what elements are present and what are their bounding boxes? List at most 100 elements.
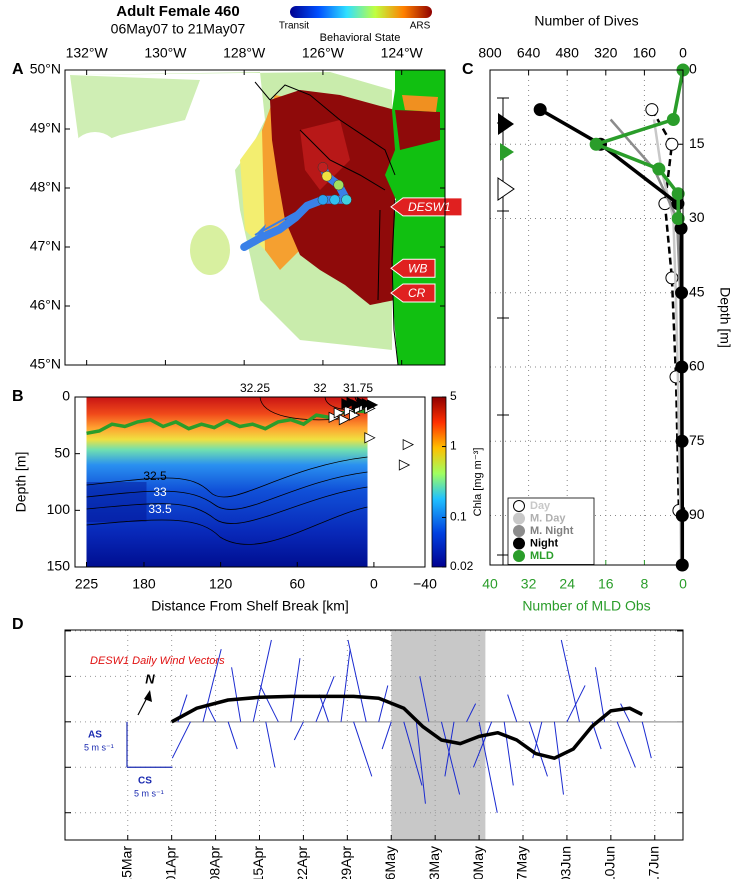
x-tick-label: 640 <box>517 45 541 61</box>
legend-label: Night <box>530 537 558 549</box>
x-tick-label: 120 <box>209 576 233 592</box>
bottom-axis-label: Number of MLD Obs <box>522 598 650 614</box>
contour-label: 32 <box>313 381 327 395</box>
wind-stick <box>202 648 222 722</box>
legend-label: M. Night <box>530 525 574 537</box>
x-tick-label: 29Apr <box>338 846 354 879</box>
series-point <box>675 286 689 300</box>
wind-stick <box>528 721 548 777</box>
map-frame <box>64 69 446 366</box>
y-tick-label: 90 <box>689 506 705 522</box>
panel-letter: A <box>12 61 24 78</box>
x-tick-label: 03Jun <box>558 846 574 879</box>
x-tick-label: −40 <box>413 576 437 592</box>
colorbar-tick-label: 0.1 <box>450 510 467 524</box>
y-axis-label: Depth [m] <box>13 452 29 513</box>
shade-period <box>391 630 486 840</box>
contour-label: 33.5 <box>148 502 172 516</box>
x-tick-label: 01Apr <box>162 846 178 879</box>
figure-subtitle: 06May07 to 21May07 <box>111 21 246 37</box>
wind-stick <box>419 676 430 722</box>
colorbar-tick-label: 5 <box>450 389 457 403</box>
wind-stick <box>444 721 455 777</box>
colorbar-high: ARS <box>410 21 431 32</box>
legend-marker <box>513 537 525 550</box>
salinity-contour <box>86 396 368 545</box>
wind-stick <box>353 721 373 777</box>
x-tick-label: 126°W <box>302 45 345 61</box>
y-tick-label: 75 <box>689 432 705 448</box>
wind-stick <box>560 639 580 722</box>
wind-stick <box>440 721 461 795</box>
y-tick-label: 15 <box>689 135 705 151</box>
x-tick-label: 0 <box>679 45 687 61</box>
colorbar-label: Behavioral State <box>320 32 401 44</box>
legend-label: Day <box>530 500 551 512</box>
y-tick-label: 0 <box>62 388 70 404</box>
map-imagery <box>65 70 445 366</box>
series-point <box>675 360 689 374</box>
x-tick-label: 0 <box>370 576 378 592</box>
colorbar-title: Chla [mg m⁻³] <box>472 448 484 517</box>
x-tick-label: 15Apr <box>250 846 266 879</box>
section-frame <box>74 396 426 568</box>
colorbar-low: Transit <box>279 21 309 32</box>
y-tick-label: 100 <box>47 501 71 517</box>
series-point <box>671 187 685 201</box>
y-axis-label: Depth [m] <box>717 287 733 348</box>
mld-line <box>86 408 368 436</box>
station-marker <box>390 197 463 217</box>
wind-stick <box>227 721 238 750</box>
north-label: N <box>145 671 155 686</box>
top-axis-label: Number of Dives <box>534 13 638 29</box>
x-tick-label: 132°W <box>66 45 109 61</box>
x-tick-label: 180 <box>132 576 156 592</box>
legend-label: M. Day <box>530 512 566 524</box>
contour-label: 31.75 <box>343 381 373 395</box>
y-tick-label: 60 <box>689 358 705 374</box>
wind-stick <box>290 658 301 722</box>
x-tick-label: 06May <box>382 846 398 879</box>
wind-stick <box>318 694 329 722</box>
track-point <box>321 170 333 182</box>
x2-tick-label: 40 <box>482 576 498 592</box>
wind-stick <box>553 721 564 795</box>
x2-tick-label: 0 <box>679 576 687 592</box>
x-tick-label: 130°W <box>144 45 187 61</box>
legend-label: MLD <box>530 550 554 562</box>
colorbar-tick-label: 1 <box>450 439 457 453</box>
figure-title: Adult Female 460 <box>116 3 239 20</box>
x2-tick-label: 8 <box>641 576 649 592</box>
wind-stick <box>378 685 389 722</box>
y-tick-label: 49°N <box>30 120 61 136</box>
series-point <box>652 162 666 176</box>
wind-stick <box>566 685 586 723</box>
station-label: DESW1 <box>408 200 451 214</box>
wind-stick <box>259 685 279 723</box>
x-tick-label: 128°W <box>223 45 266 61</box>
contour-label: 33 <box>153 485 167 499</box>
track-point <box>333 179 344 191</box>
series-line <box>650 108 681 511</box>
x-tick-label: 25Mar <box>118 846 134 879</box>
dive-marker <box>364 432 376 444</box>
alongshore-smoothed <box>170 694 643 760</box>
series-point <box>666 113 680 126</box>
x-tick-label: 08Apr <box>206 846 222 879</box>
track-point <box>317 194 329 206</box>
x-tick-label: 124°W <box>381 45 424 61</box>
profile-frame <box>489 69 684 566</box>
series-point <box>675 509 689 522</box>
wind-stick <box>347 639 367 722</box>
dive-marker <box>402 438 415 451</box>
x-tick-label: 60 <box>289 576 305 592</box>
state-colorbar <box>290 6 432 18</box>
scale-label: 5 m s⁻¹ <box>84 742 114 752</box>
chla-colorbar <box>431 396 447 568</box>
wind-stick <box>594 667 606 722</box>
track-point <box>341 194 352 206</box>
series-point <box>675 434 689 448</box>
y-tick-label: 50 <box>54 444 70 460</box>
wind-stick <box>293 721 304 741</box>
